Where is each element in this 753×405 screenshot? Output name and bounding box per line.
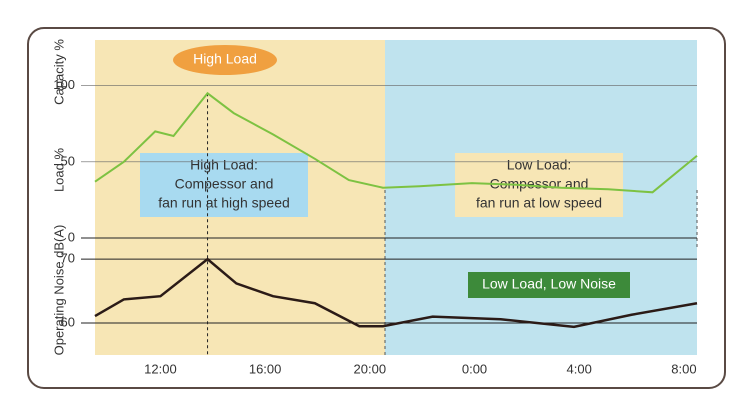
annotation: fan run at high speed xyxy=(158,195,290,211)
annotation: Compessor and xyxy=(175,176,274,192)
x-tick-label: 12:00 xyxy=(144,361,177,376)
annotation: fan run at low speed xyxy=(476,195,602,211)
y-label: Load % xyxy=(51,148,66,193)
annotation: Low Load: xyxy=(507,157,572,173)
annotation: High Load: xyxy=(190,157,258,173)
y-tick-label: 100 xyxy=(53,77,75,92)
x-tick-label: 16:00 xyxy=(249,361,282,376)
y-tick-label: 0 xyxy=(68,229,75,244)
line xyxy=(94,257,698,329)
x-tick-label: 0:00 xyxy=(462,361,487,376)
annotation: Low Load, Low Noise xyxy=(482,276,616,292)
y-label: Operating Noise dB(A) xyxy=(51,225,66,356)
x-tick-label: 4:00 xyxy=(567,361,592,376)
x-tick-label: 20:00 xyxy=(354,361,387,376)
note-box xyxy=(455,153,623,217)
note-box xyxy=(468,272,630,298)
bubble xyxy=(173,45,277,75)
x-tick-label: 8:00 xyxy=(671,361,696,376)
note-box xyxy=(140,153,308,217)
y-tick-label: 60 xyxy=(61,314,75,329)
line xyxy=(94,91,698,194)
y-tick-label: 70 xyxy=(61,251,75,266)
annotation: High Load xyxy=(193,51,257,67)
y-tick-label: 50 xyxy=(61,153,75,168)
y-label: Capacity % xyxy=(51,39,66,105)
